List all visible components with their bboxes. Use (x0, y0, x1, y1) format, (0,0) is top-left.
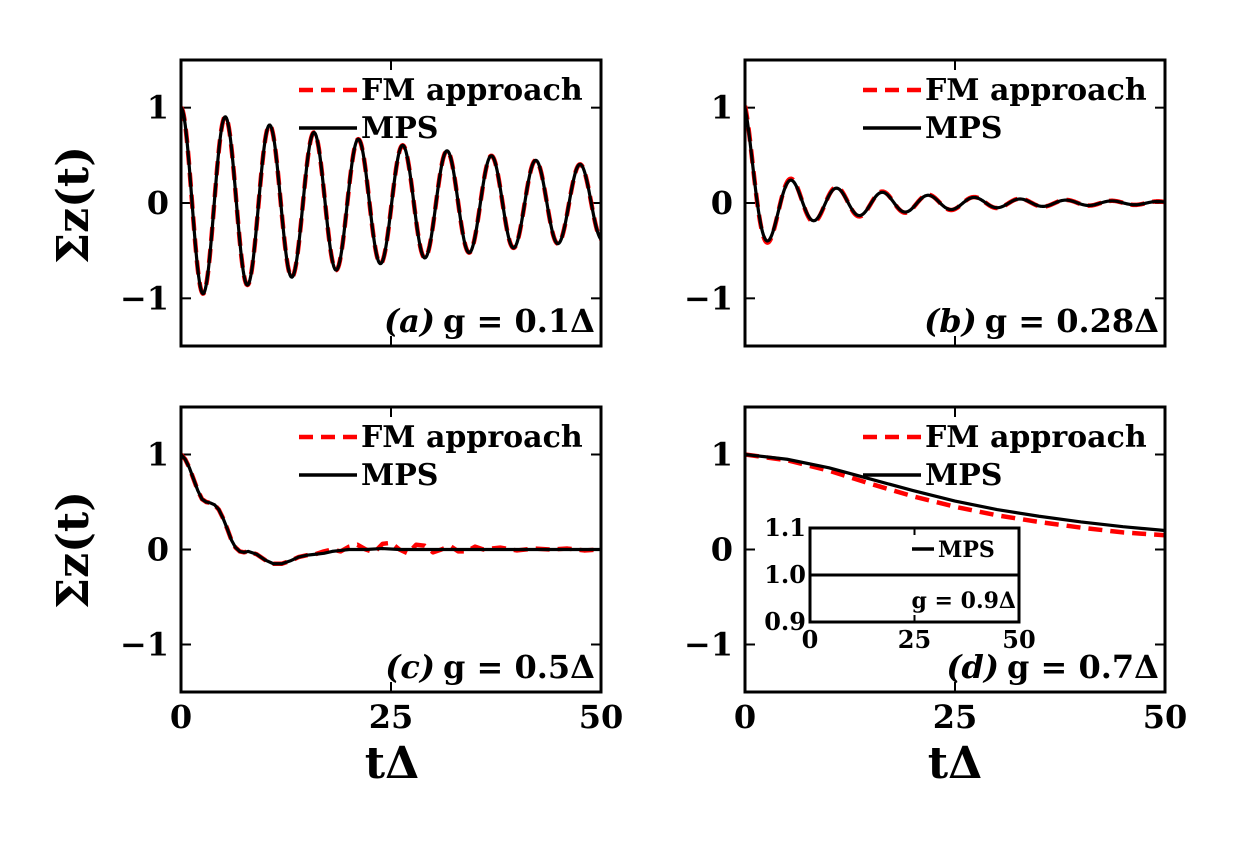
panel-d-legend-mps-label: MPS (925, 458, 1002, 493)
panel-b-legend-fm-label: FM approach (925, 73, 1147, 108)
panel-c-ytick-label-0: −1 (120, 626, 169, 664)
panel-c-series-mps (181, 453, 601, 566)
panel-d-inset-ytick-label-2: 1.1 (764, 513, 806, 542)
panel-d-legend-fm-label: FM approach (925, 420, 1147, 455)
panel-d-inset-ytick-label-0: 0.9 (764, 607, 806, 636)
panel-b-label: (b) g = 0.28Δ (924, 302, 1159, 340)
panel-b-frame (743, 58, 1167, 348)
panel-c-frame (179, 405, 603, 694)
panel-d-xtick-label-25: 25 (933, 698, 978, 736)
panel-d-xtick-label-0: 0 (734, 698, 756, 736)
panel-a-label: (a) g = 0.1Δ (384, 302, 595, 340)
panel-d-xtick-label-50: 50 (1143, 698, 1188, 736)
panel-b-ytick-label-2: 1 (711, 89, 733, 127)
panel-b-label-letter: (b) (924, 302, 977, 340)
panel-a-legend-mps-label: MPS (361, 111, 438, 146)
panel-c-xtick-label-0: 0 (170, 698, 192, 736)
panel-b-ytick-label-1: 0 (711, 184, 733, 222)
panel-d-inset-xtick-label-50: 50 (1002, 625, 1035, 654)
panel-d-inset: 0 25 50 0.9 1.0 1.1 MPS g = 0.9Δ (764, 513, 1035, 654)
panel-a-label-text: g = 0.1Δ (443, 302, 595, 340)
panel-d-inset-ytick-label-1: 1.0 (764, 560, 806, 589)
panel-d-series-mps (745, 452, 1165, 533)
panel-d-ytick-label-0: −1 (684, 626, 733, 664)
panel-d-ytick-label-2: 1 (711, 436, 733, 474)
panel-d-ytick-label-1: 0 (711, 531, 733, 569)
panel-c-label-letter: (c) (385, 648, 435, 686)
panel-c-ytick-label-1: 0 (147, 531, 169, 569)
panel-c-legend-mps-label: MPS (361, 458, 438, 493)
y-axis-label-bottom: Σz(t) (48, 491, 99, 609)
panel-b-legend-mps-label: MPS (925, 111, 1002, 146)
panel-a-series-mps (181, 106, 601, 296)
panel-c-legend-fm-label: FM approach (361, 420, 583, 455)
x-axis-label-right: tΔ (928, 738, 982, 789)
x-axis-label-left: tΔ (365, 738, 419, 789)
panel-d-inset-xtick-label-25: 25 (898, 625, 931, 654)
panel-c-label: (c) g = 0.5Δ (385, 648, 595, 686)
panel-d-label-letter: (d) (946, 648, 999, 686)
panel-a-legend-fm-label: FM approach (361, 73, 583, 108)
panel-d-inset-legend-mps-label: MPS (938, 537, 995, 563)
y-axis-label-top: Σz(t) (48, 146, 99, 264)
panel-b-series-mps (745, 107, 1165, 243)
panel-d-series-fm (745, 452, 1165, 538)
panel-d-inset-label: g = 0.9Δ (912, 588, 1016, 614)
panel-d-inset-frame (808, 526, 1021, 624)
panel-a-ytick-label-1: 0 (147, 184, 169, 222)
panel-d-label-text: g = 0.7Δ (1007, 648, 1159, 686)
panel-a-ytick-label-0: −1 (120, 279, 169, 317)
panel-b-label-text: g = 0.28Δ (985, 302, 1159, 340)
panel-c-ytick-label-2: 1 (147, 436, 169, 474)
panel-a-ytick-label-2: 1 (147, 89, 169, 127)
panel-c-xtick-label-25: 25 (369, 698, 414, 736)
panel-a-label-letter: (a) (384, 302, 435, 340)
panel-d-label: (d) g = 0.7Δ (946, 648, 1159, 686)
panel-a-frame (179, 58, 603, 348)
panel-c-xtick-label-50: 50 (579, 698, 624, 736)
panel-b-ytick-label-0: −1 (684, 279, 733, 317)
panel-c-label-text: g = 0.5Δ (443, 648, 595, 686)
panel-d-inset-xtick-label-0: 0 (802, 625, 819, 654)
panel-d-frame (743, 405, 1167, 694)
